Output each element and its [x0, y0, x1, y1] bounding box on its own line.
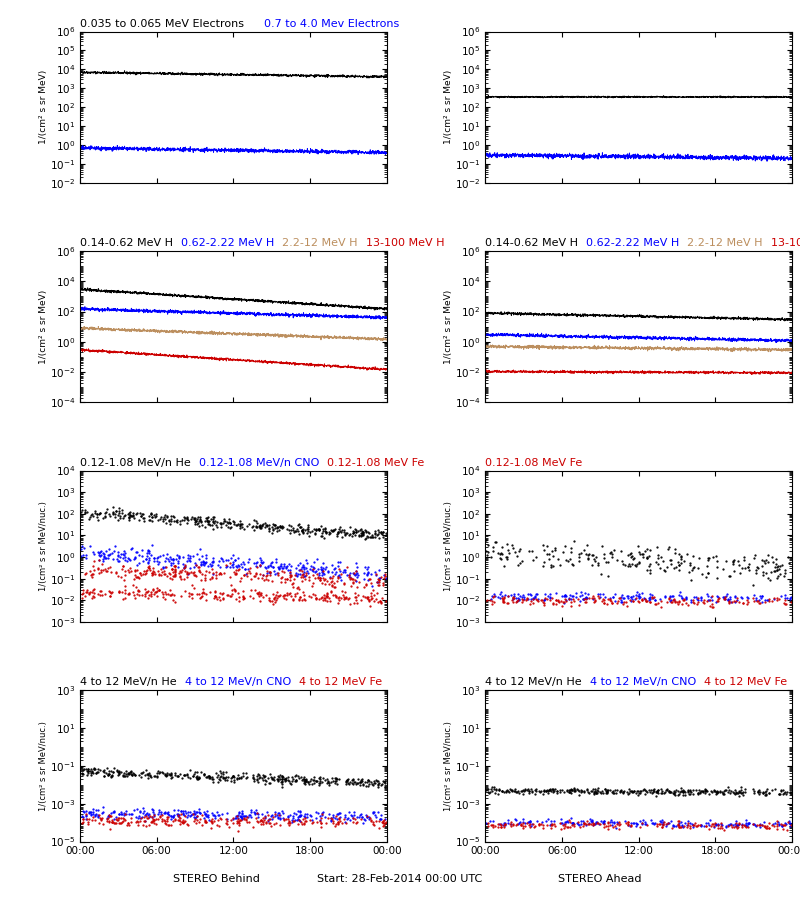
Y-axis label: 1/(cm² s sr MeV/nuc.): 1/(cm² s sr MeV/nuc.) [39, 501, 48, 591]
Y-axis label: 1/(cm² s sr MeV/nuc.): 1/(cm² s sr MeV/nuc.) [444, 501, 454, 591]
Text: 4 to 12 MeV Fe: 4 to 12 MeV Fe [704, 678, 787, 688]
Text: 0.14-0.62 MeV H: 0.14-0.62 MeV H [485, 238, 578, 248]
Text: 4 to 12 MeV/n He: 4 to 12 MeV/n He [485, 678, 582, 688]
Text: 0.12-1.08 MeV/n He: 0.12-1.08 MeV/n He [80, 458, 190, 468]
Text: 0.12-1.08 MeV Fe: 0.12-1.08 MeV Fe [327, 458, 424, 468]
Text: 13-100 MeV H: 13-100 MeV H [771, 238, 800, 248]
Text: 4 to 12 MeV/n CNO: 4 to 12 MeV/n CNO [185, 678, 291, 688]
Text: 4 to 12 MeV/n He: 4 to 12 MeV/n He [80, 678, 177, 688]
Text: 0.62-2.22 MeV H: 0.62-2.22 MeV H [181, 238, 274, 248]
Text: 4 to 12 MeV/n CNO: 4 to 12 MeV/n CNO [590, 678, 696, 688]
Text: Start: 28-Feb-2014 00:00 UTC: Start: 28-Feb-2014 00:00 UTC [318, 874, 482, 884]
Y-axis label: 1/(cm² s sr MeV): 1/(cm² s sr MeV) [39, 70, 48, 144]
Y-axis label: 1/(cm² s sr MeV): 1/(cm² s sr MeV) [445, 70, 454, 144]
Text: STEREO Ahead: STEREO Ahead [558, 874, 642, 884]
Text: 0.12-1.08 MeV Fe: 0.12-1.08 MeV Fe [485, 458, 582, 468]
Text: 0.62-2.22 MeV H: 0.62-2.22 MeV H [586, 238, 679, 248]
Y-axis label: 1/(cm² s sr MeV): 1/(cm² s sr MeV) [39, 290, 48, 364]
Text: 4 to 12 MeV Fe: 4 to 12 MeV Fe [299, 678, 382, 688]
Y-axis label: 1/(cm² s sr MeV): 1/(cm² s sr MeV) [444, 290, 454, 364]
Text: STEREO Behind: STEREO Behind [173, 874, 259, 884]
Text: 0.035 to 0.065 MeV Electrons: 0.035 to 0.065 MeV Electrons [80, 19, 244, 29]
Text: 0.7 to 4.0 Mev Electrons: 0.7 to 4.0 Mev Electrons [264, 19, 399, 29]
Y-axis label: 1/(cm² s sr MeV/nuc.): 1/(cm² s sr MeV/nuc.) [444, 721, 454, 811]
Y-axis label: 1/(cm² s sr MeV/nuc.): 1/(cm² s sr MeV/nuc.) [39, 721, 48, 811]
Text: 2.2-12 MeV H: 2.2-12 MeV H [687, 238, 763, 248]
Text: 13-100 MeV H: 13-100 MeV H [366, 238, 444, 248]
Text: 2.2-12 MeV H: 2.2-12 MeV H [282, 238, 358, 248]
Text: 0.14-0.62 MeV H: 0.14-0.62 MeV H [80, 238, 173, 248]
Text: 0.12-1.08 MeV/n CNO: 0.12-1.08 MeV/n CNO [198, 458, 319, 468]
